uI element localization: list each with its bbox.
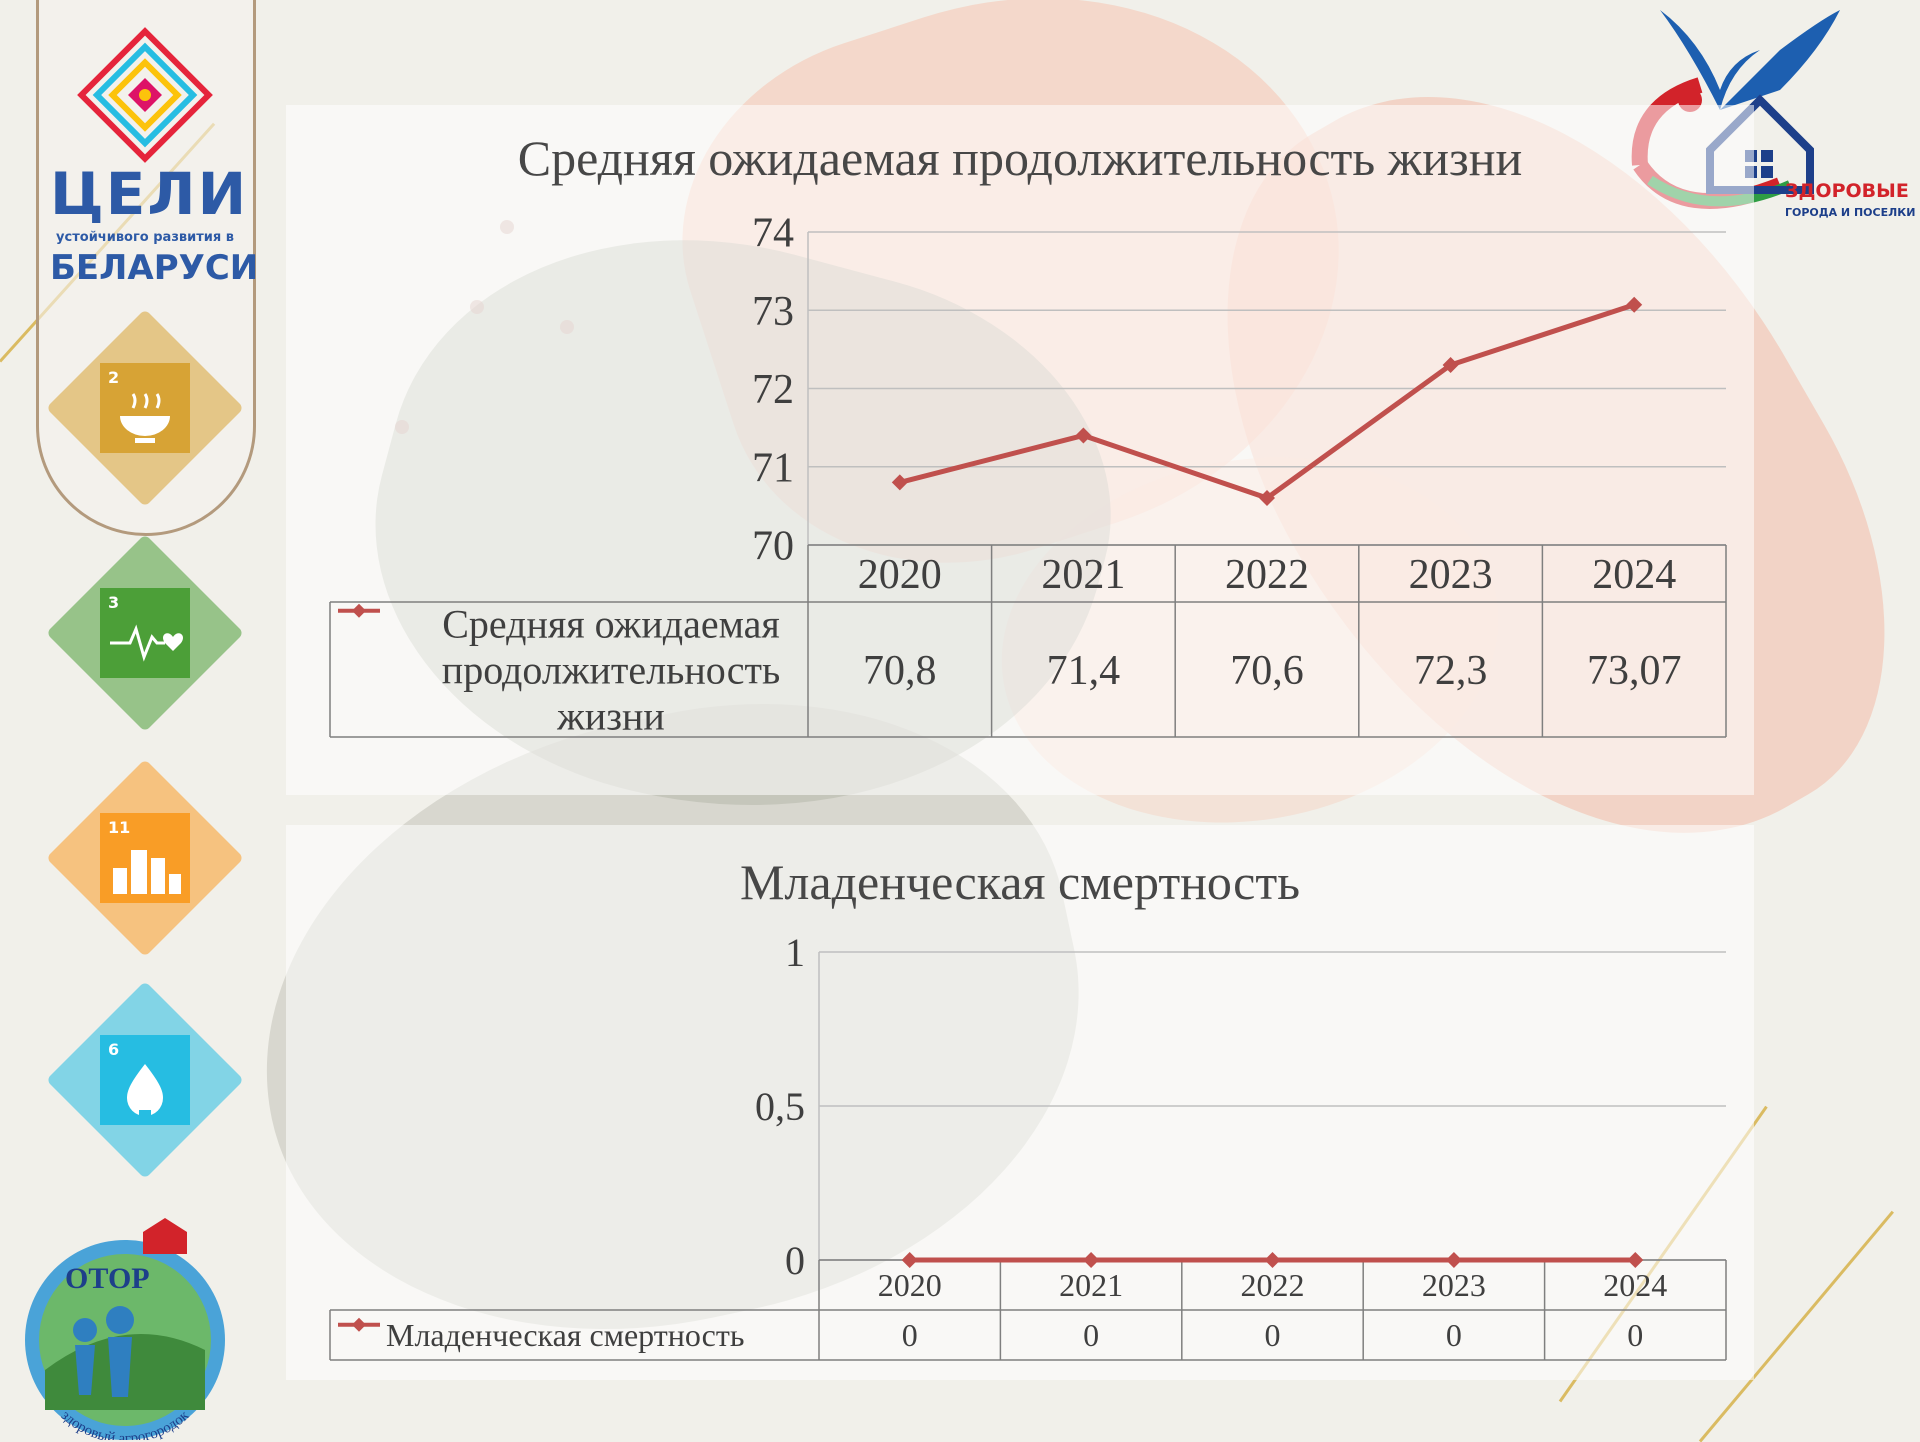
chart-title: Младенческая смертность: [739, 854, 1301, 910]
sdg-11-city-icon: 11: [48, 761, 242, 955]
table-value: 70,6: [1230, 648, 1304, 694]
y-tick-label: 0,5: [755, 1084, 805, 1129]
table-value: 0: [1083, 1317, 1099, 1353]
x-category-label: 2023: [1422, 1267, 1486, 1303]
life-expectancy-chart: 70 71 72 73 74 2020 2021 2022 2023 2024 Средняя ож…: [329, 211, 1727, 739]
table-value: 71,4: [1047, 648, 1121, 694]
x-category-label: 2024: [1603, 1267, 1667, 1303]
data-point: [1442, 357, 1459, 374]
otor-label: ОТОР: [65, 1262, 150, 1295]
otor-logo: ОТОР здоровый агрогородок: [25, 1218, 225, 1440]
legend-entry: жизни: [556, 694, 665, 739]
table-value: 0: [1446, 1317, 1462, 1353]
legend-marker: [352, 603, 366, 618]
healthy-cities-title: ЗДОРОВЫЕ: [1785, 180, 1909, 202]
data-point: [1445, 1252, 1462, 1268]
x-category-label: 2020: [878, 1267, 942, 1303]
sdg-3-heartbeat-icon: 3: [48, 536, 242, 730]
legend-entry: Средняя ожидаемая: [442, 602, 780, 647]
x-category-label: 2022: [1225, 552, 1309, 598]
x-category-label: 2023: [1409, 552, 1493, 598]
y-tick-label: 0: [785, 1238, 805, 1283]
data-point: [1259, 490, 1275, 507]
table-value: 73,07: [1587, 648, 1682, 694]
y-tick-label: 1: [785, 930, 805, 975]
data-point: [1075, 427, 1092, 444]
x-category-label: 2021: [1059, 1267, 1123, 1303]
chart-title: Средняя ожидаемая продолжительность жизн…: [517, 130, 1523, 186]
infant-mortality-panel: Младенческая смертность 0 0,5 1 2020 2021 202…: [286, 825, 1754, 1380]
y-tick-label: 74: [752, 211, 794, 257]
goals-country: БЕЛАРУСИ: [50, 248, 259, 288]
x-category-label: 2024: [1592, 552, 1676, 598]
y-tick-label: 72: [752, 367, 794, 413]
table-value: 0: [902, 1317, 918, 1353]
series-line: [899, 302, 1635, 501]
sdg-number: 2: [108, 368, 119, 387]
x-category-label: 2022: [1241, 1267, 1305, 1303]
x-category-label: 2020: [858, 552, 942, 598]
data-point: [1264, 1252, 1281, 1268]
legend-entry: продолжительность: [442, 648, 780, 693]
sdg-2-bowl-icon: 2: [48, 311, 242, 505]
sdg-6-water-drop-icon: 6: [48, 983, 242, 1177]
life-expectancy-panel: Средняя ожидаемая продолжительность жизн…: [286, 105, 1754, 795]
table-value: 70,8: [863, 648, 937, 694]
data-point: [901, 1252, 918, 1268]
legend-entry: Младенческая смертность: [386, 1317, 744, 1353]
y-tick-label: 70: [752, 524, 794, 570]
sdg-number: 6: [108, 1040, 119, 1059]
sdg-number: 11: [108, 818, 130, 837]
x-category-label: 2021: [1041, 552, 1125, 598]
y-tick-label: 71: [752, 445, 794, 491]
left-logo-strip: ЦЕЛИ устойчивого развития в БЕЛАРУСИ 2 3…: [0, 0, 270, 1440]
sdg-number: 3: [108, 593, 119, 612]
data-point: [891, 474, 908, 491]
table-value: 0: [1265, 1317, 1281, 1353]
data-point: [1627, 1252, 1644, 1268]
table-value: 72,3: [1414, 648, 1488, 694]
belarus-ornament-icon: [77, 27, 213, 163]
data-point: [1083, 1252, 1100, 1268]
data-point: [1626, 296, 1643, 313]
y-tick-label: 73: [752, 289, 794, 335]
goals-subtitle: устойчивого развития в: [56, 230, 234, 245]
table-value: 0: [1627, 1317, 1643, 1353]
healthy-cities-subtitle: ГОРОДА И ПОСЕЛКИ: [1785, 206, 1916, 219]
legend-marker: [352, 1317, 366, 1332]
goals-title: ЦЕЛИ: [50, 160, 249, 228]
infant-mortality-chart: 0 0,5 1 2020 2021 2022 2023 2024 Младенческая см…: [329, 930, 1727, 1361]
